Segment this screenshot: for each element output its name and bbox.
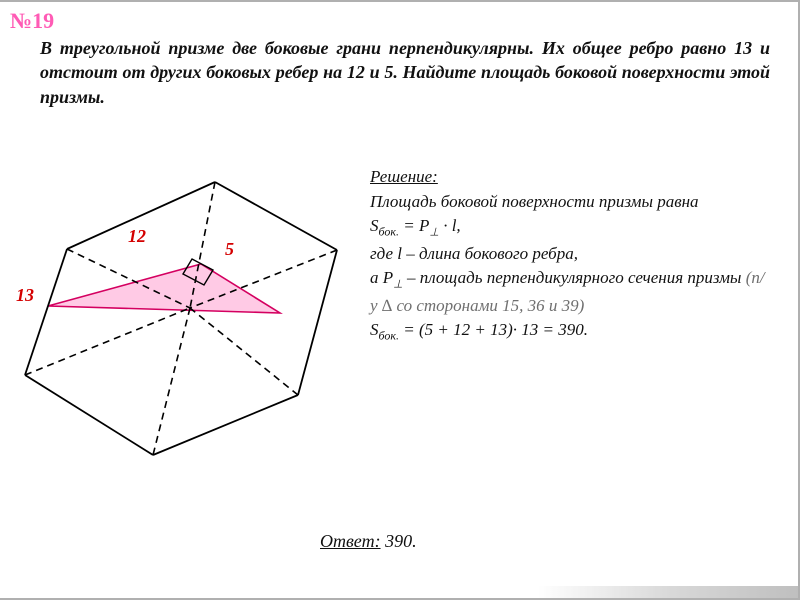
formula1-s: S bbox=[370, 216, 379, 235]
answer-value: 390. bbox=[381, 531, 417, 551]
solution-block: Решение: Площадь боковой поверхности при… bbox=[370, 165, 770, 345]
gradient-bar bbox=[538, 586, 798, 598]
formula1-sub: бок. bbox=[379, 225, 400, 239]
formula2-s: S bbox=[370, 320, 379, 339]
line3-perp: ⊥ bbox=[393, 279, 403, 291]
prism-figure bbox=[20, 180, 350, 480]
line3-b: – площадь перпендикулярного сечения приз… bbox=[403, 268, 746, 287]
answer-heading: Ответ: bbox=[320, 531, 381, 551]
answer-block: Ответ: 390. bbox=[320, 531, 417, 552]
formula2-tail: = (5 + 12 + 13)· 13 = 390. bbox=[399, 320, 588, 339]
solution-heading: Решение: bbox=[370, 167, 438, 186]
solution-line2: где l – длина бокового ребра, bbox=[370, 244, 578, 263]
line3-a: а P bbox=[370, 268, 393, 287]
label-5: 5 bbox=[225, 239, 234, 260]
problem-number: №19 bbox=[10, 8, 54, 34]
solution-line1: Площадь боковой поверхности призмы равна bbox=[370, 192, 699, 211]
formula1-eq: = P bbox=[399, 216, 429, 235]
label-12: 12 bbox=[128, 226, 146, 247]
formula2-sub: бок. bbox=[379, 329, 400, 343]
formula1-perp: ⊥ bbox=[429, 227, 439, 239]
problem-text: В треугольной призме две боковые грани п… bbox=[40, 36, 770, 109]
label-13: 13 bbox=[16, 285, 34, 306]
formula1-tail: · l, bbox=[439, 216, 461, 235]
border-top bbox=[0, 0, 800, 2]
